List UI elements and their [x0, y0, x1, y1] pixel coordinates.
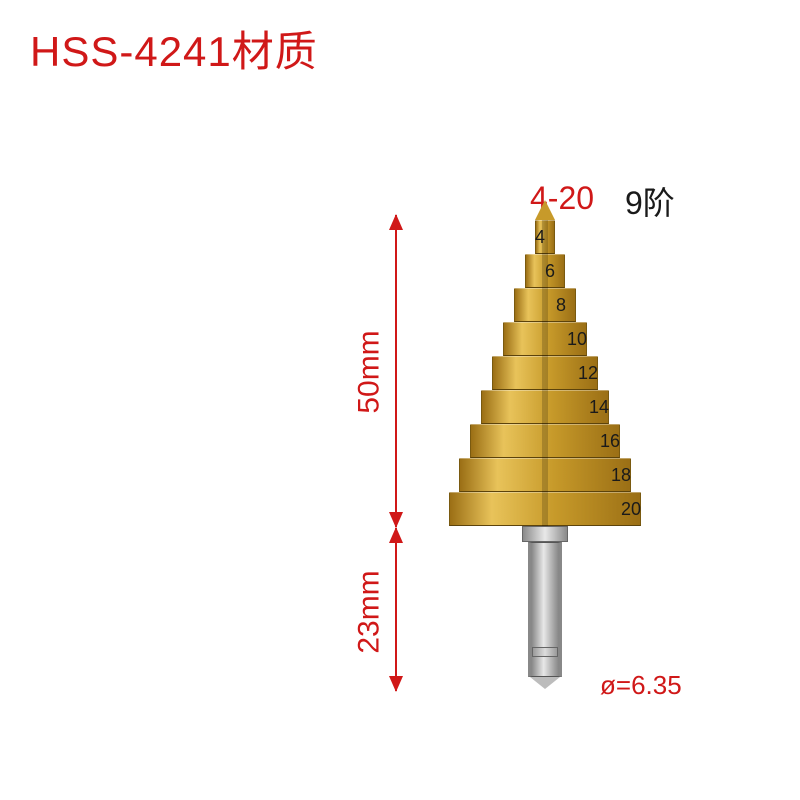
dimension-arrow-cone	[395, 215, 397, 527]
dimension-shank-height: 23mm	[353, 570, 387, 653]
arrow-head-down-icon	[389, 512, 403, 528]
shank-groove	[532, 647, 558, 657]
drill-flute	[542, 390, 548, 424]
drill-step-size: 14	[589, 397, 609, 418]
dimension-shank-text: 23mm	[353, 570, 386, 653]
arrow-head-up-icon	[389, 527, 403, 543]
drill-step-size: 8	[556, 295, 566, 316]
shank-tip	[530, 677, 560, 689]
drill-step-size: 18	[611, 465, 631, 486]
drill-flute	[542, 492, 548, 526]
arrow-head-down-icon	[389, 676, 403, 692]
dimension-cone-text: 50mm	[353, 330, 386, 413]
material-title-text: HSS-4241材质	[30, 28, 318, 75]
drill-step-size: 10	[567, 329, 587, 350]
drill-flute	[542, 356, 548, 390]
shank-diameter-text: ø=6.35	[600, 670, 682, 700]
drill-flute	[542, 288, 548, 322]
drill-step-size: 16	[600, 431, 620, 452]
drill-step-size: 20	[621, 499, 641, 520]
drill-step-size: 6	[545, 261, 555, 282]
material-title: HSS-4241材质	[30, 18, 318, 79]
drill-flute	[542, 424, 548, 458]
shank-diameter-label: ø=6.35	[600, 670, 682, 701]
dimension-arrow-shank	[395, 528, 397, 691]
dimension-cone-height: 50mm	[353, 330, 387, 413]
drill-flute	[542, 322, 548, 356]
drill-step-size: 4	[535, 227, 545, 248]
arrow-head-up-icon	[389, 214, 403, 230]
shank-collar	[522, 526, 568, 542]
drill-flute	[542, 458, 548, 492]
drill-tip	[535, 200, 555, 220]
drill-step-size: 12	[578, 363, 598, 384]
step-drill-diagram: 46810 12 14 16 18 20	[420, 200, 670, 730]
